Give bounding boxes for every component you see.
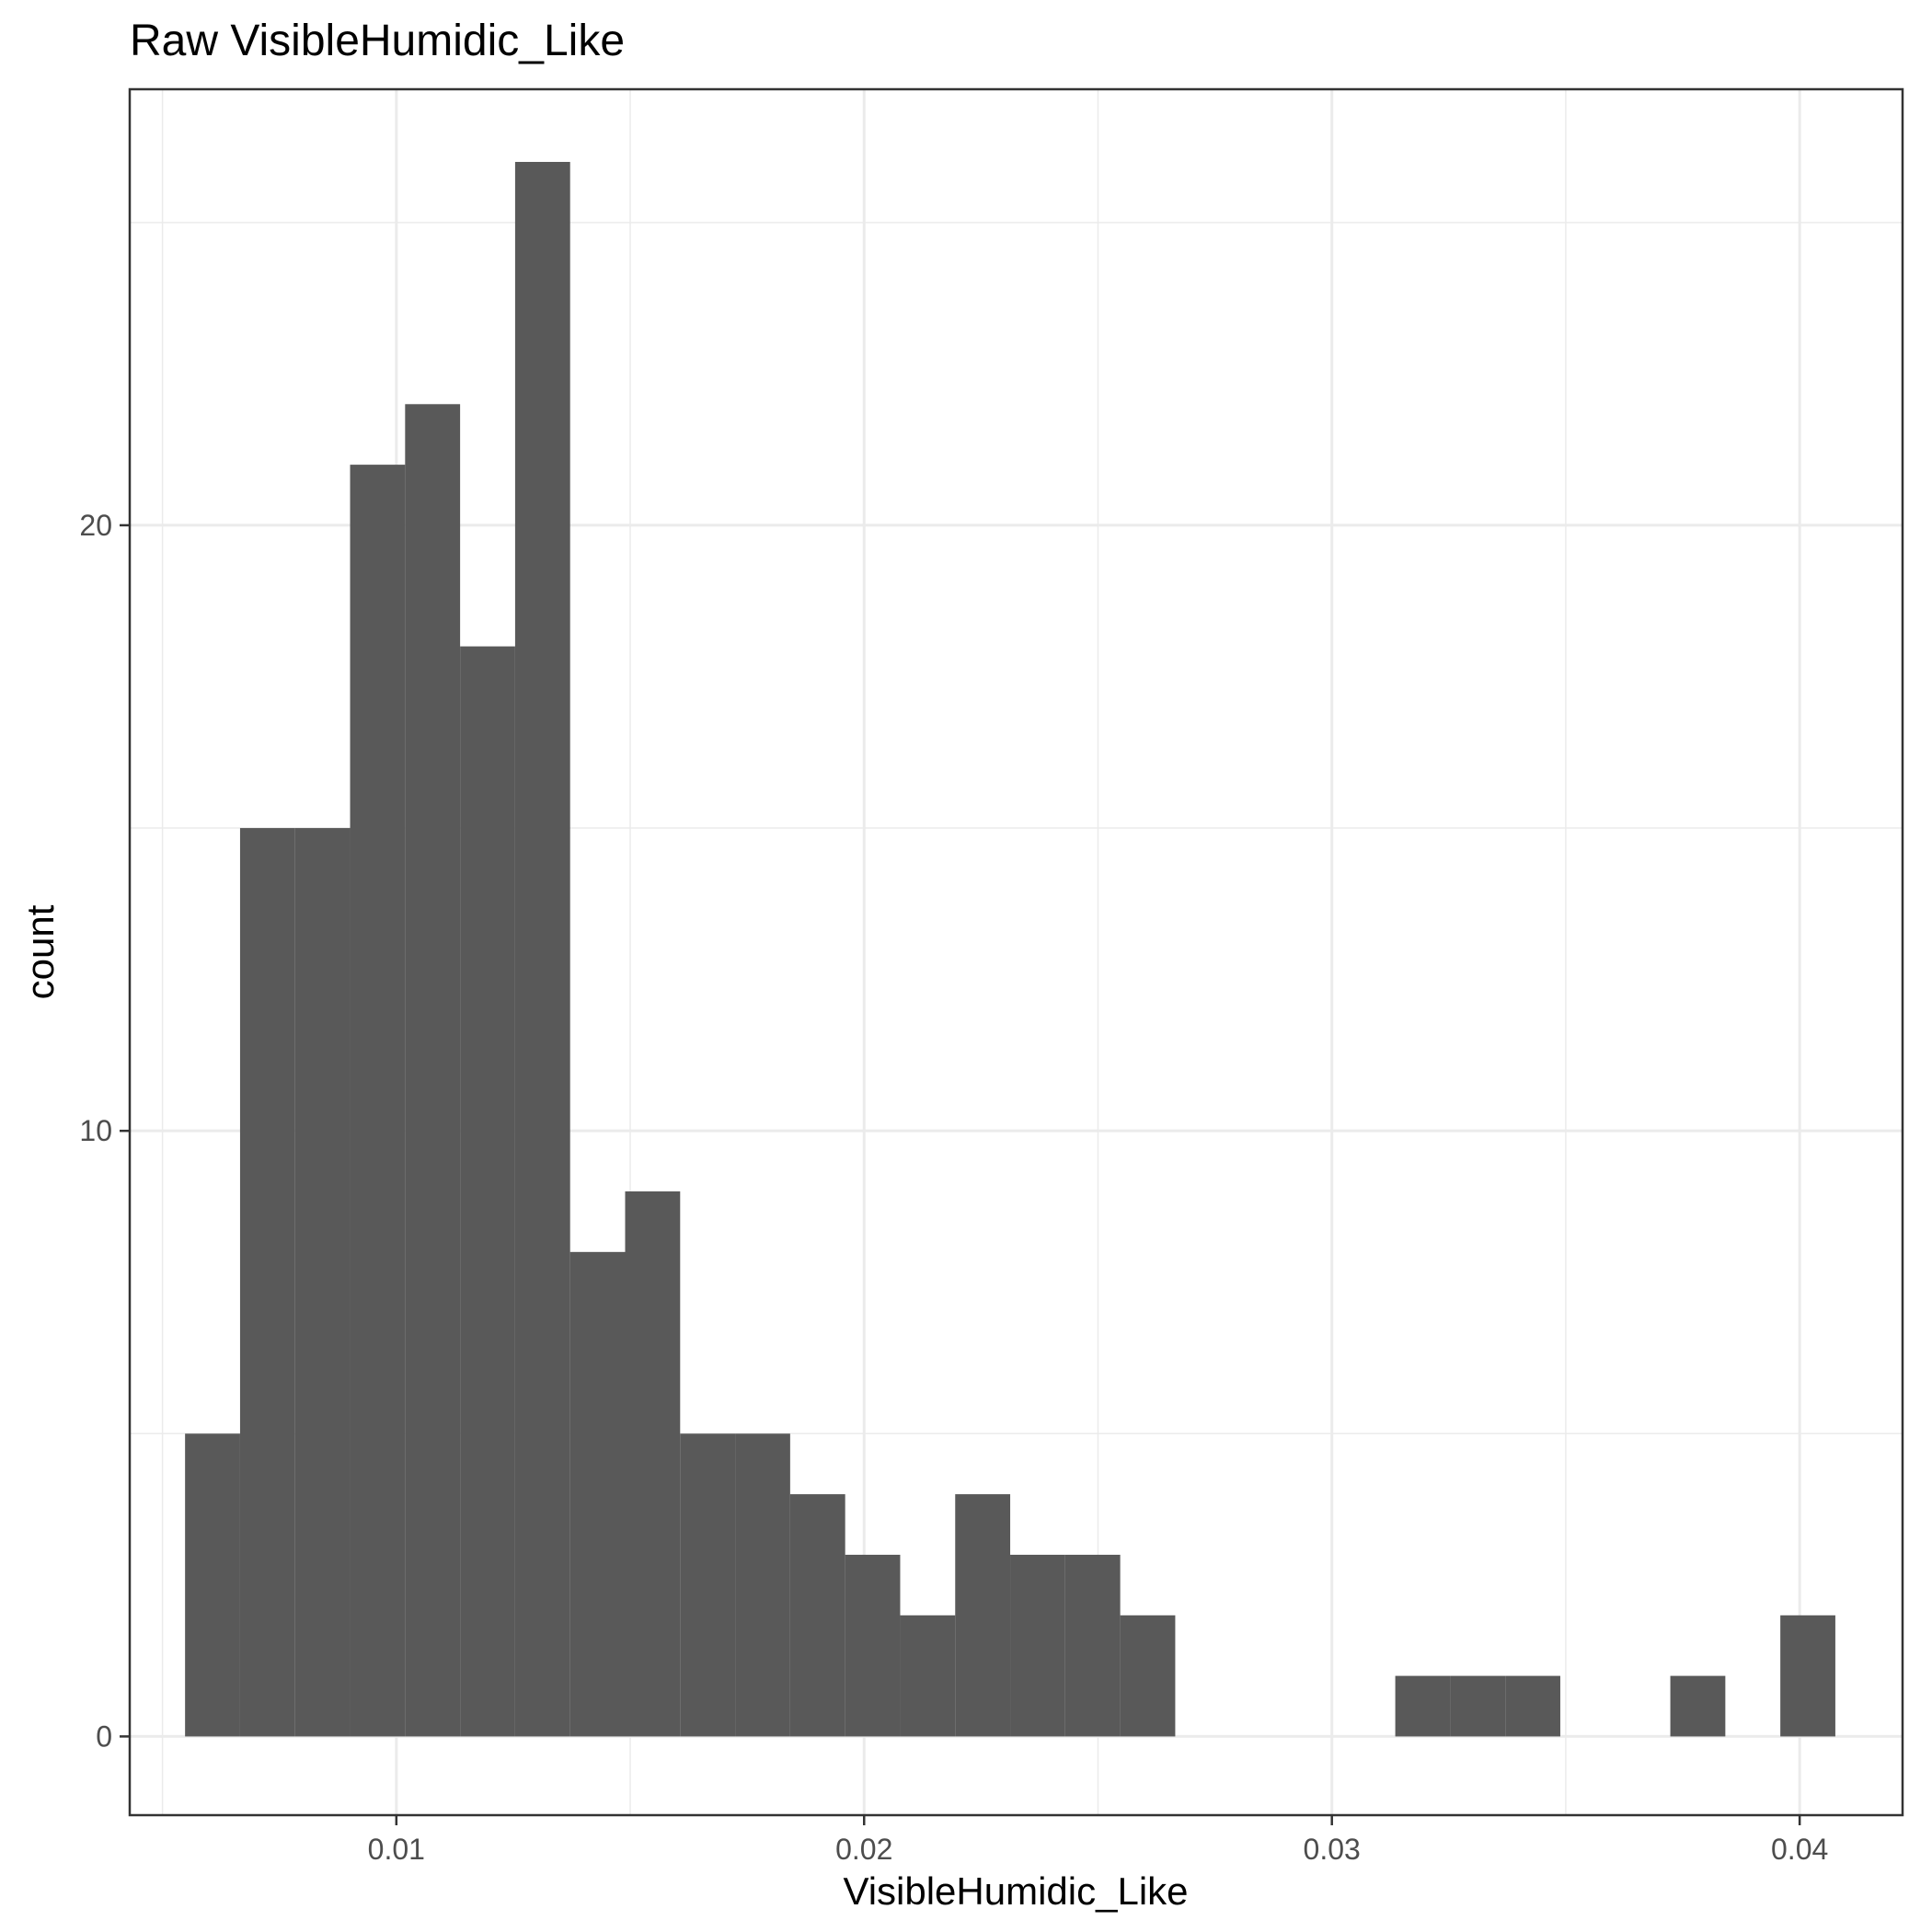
histogram-bar <box>294 828 351 1737</box>
histogram-bar <box>1064 1554 1121 1737</box>
histogram-bar <box>955 1494 1011 1737</box>
chart-title: Raw VisibleHumidic_Like <box>130 17 625 65</box>
y-tick-label: 20 <box>79 509 112 542</box>
panel-border <box>128 87 1904 1817</box>
histogram-bar <box>514 161 570 1737</box>
histogram-bar <box>569 1251 626 1737</box>
x-tick-label: 0.02 <box>835 1833 892 1866</box>
histogram-bar <box>845 1554 901 1737</box>
histogram-bar <box>185 1433 240 1737</box>
histogram-bar <box>680 1433 736 1737</box>
y-axis-title: count <box>18 904 62 999</box>
y-tick-label: 10 <box>79 1114 112 1147</box>
histogram-bar <box>350 465 406 1737</box>
histogram-bar <box>460 646 515 1737</box>
histogram-bar <box>1670 1675 1726 1737</box>
histogram-bar <box>1395 1675 1451 1737</box>
y-tick-label: 0 <box>96 1719 112 1753</box>
x-tick-label: 0.04 <box>1771 1833 1828 1866</box>
x-tick-label: 0.03 <box>1304 1833 1361 1866</box>
x-tick-label: 0.01 <box>368 1833 425 1866</box>
histogram-bar <box>1450 1675 1506 1737</box>
histogram-bar <box>1120 1615 1176 1737</box>
axis-ticks: 0.01 0.02 0.03 0.04 0 10 20 <box>79 509 1828 1866</box>
histogram-bar <box>1780 1615 1835 1737</box>
histogram-bar <box>735 1433 790 1737</box>
histogram-bar <box>1505 1675 1560 1737</box>
histogram-bar <box>900 1615 956 1737</box>
x-axis-title: VisibleHumidic_Like <box>843 1869 1188 1913</box>
histogram-bar <box>625 1191 681 1737</box>
histogram-bar <box>405 404 461 1737</box>
histogram-bar <box>789 1494 845 1737</box>
histogram-bar <box>1010 1554 1065 1737</box>
bars <box>185 161 1835 1737</box>
histogram-bar <box>239 828 295 1737</box>
